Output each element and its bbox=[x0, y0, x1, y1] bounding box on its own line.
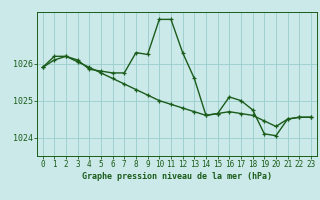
X-axis label: Graphe pression niveau de la mer (hPa): Graphe pression niveau de la mer (hPa) bbox=[82, 172, 272, 181]
